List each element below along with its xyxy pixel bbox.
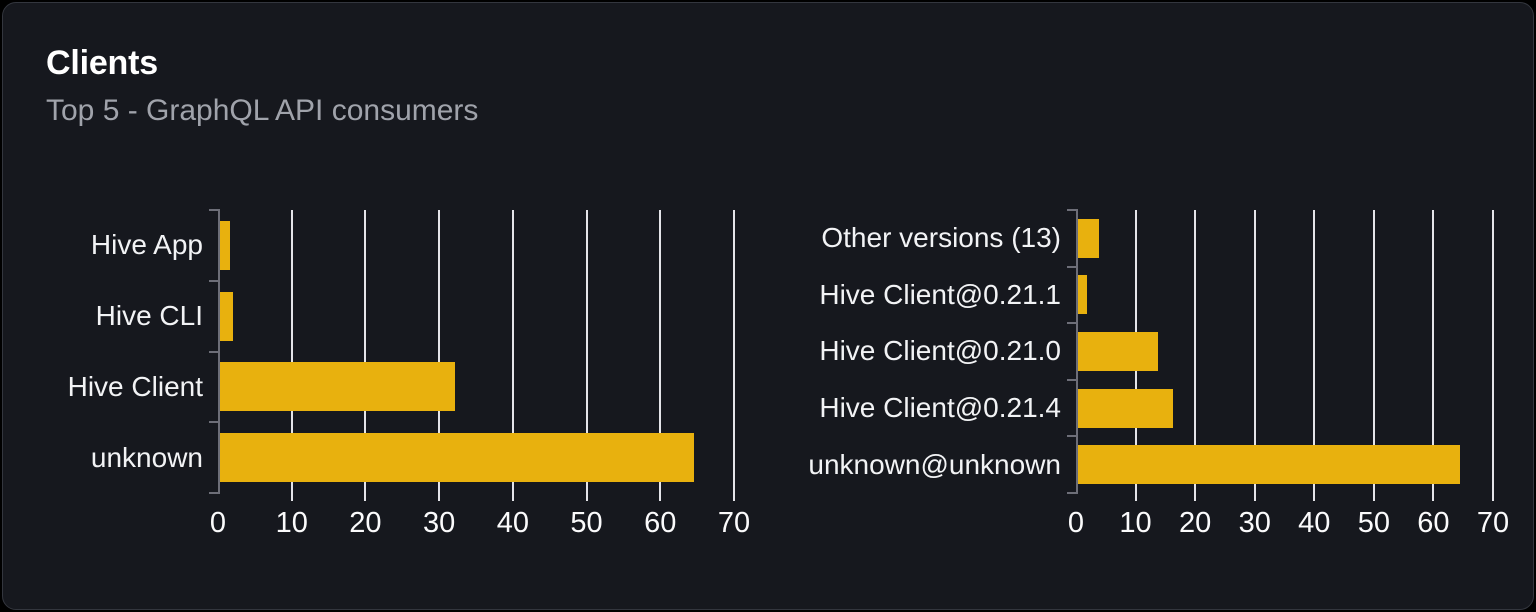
x-tick-label: 0 <box>1067 507 1085 539</box>
bar-row <box>1078 210 1493 267</box>
y-axis-tick <box>1067 265 1078 268</box>
bar-hive-client-0-21-0[interactable] <box>1078 331 1159 371</box>
x-axis-labels: 0 10 20 30 40 50 60 70 <box>210 507 750 543</box>
x-tick-label: 70 <box>1476 507 1510 539</box>
bar-row <box>220 422 734 493</box>
bar-row <box>1078 267 1493 324</box>
category-label: Hive CLI <box>95 300 203 332</box>
x-tick-label: 60 <box>644 507 677 539</box>
card-subtitle: Top 5 - GraphQL API consumers <box>46 93 479 127</box>
x-tick-label: 20 <box>349 507 382 539</box>
bar-unknown[interactable] <box>220 433 694 483</box>
x-axis-labels: 0 10 20 30 40 50 60 70 <box>1068 507 1509 543</box>
x-tick-label: 30 <box>423 507 456 539</box>
bar-row <box>1078 380 1493 437</box>
bar-row <box>1078 436 1493 493</box>
bar-hive-client-0-21-1[interactable] <box>1078 275 1087 315</box>
category-label: unknown@unknown <box>808 448 1061 480</box>
category-label: Other versions (13) <box>821 222 1061 254</box>
gridline <box>1253 210 1256 501</box>
x-tick-label: 60 <box>1417 507 1450 539</box>
y-axis-tick <box>1067 322 1078 325</box>
y-axis-tick <box>1067 435 1078 438</box>
gridline <box>585 210 588 501</box>
y-axis-tick <box>1067 492 1078 494</box>
gridline <box>290 210 293 501</box>
category-label: Hive Client@0.21.1 <box>819 278 1061 310</box>
card-title: Clients <box>46 44 158 82</box>
gridline <box>1372 210 1375 501</box>
bar-unknown-unknown[interactable] <box>1078 445 1461 485</box>
x-tick-label: 30 <box>1238 507 1271 539</box>
y-axis-tick <box>209 492 220 494</box>
bar-hive-app[interactable] <box>220 220 230 270</box>
y-axis-tick <box>209 279 220 282</box>
y-axis-labels: Hive App Hive CLI Hive Client unknown <box>46 210 203 493</box>
y-axis-labels: Other versions (13) Hive Client@0.21.1 Hiv… <box>808 210 1061 493</box>
gridline <box>1313 210 1316 501</box>
y-axis-line <box>1076 210 1078 493</box>
x-tick-label: 70 <box>717 507 751 539</box>
bar-hive-client-0-21-4[interactable] <box>1078 388 1173 428</box>
y-axis-tick <box>1067 378 1078 381</box>
category-label: Hive Client@0.21.0 <box>819 335 1061 367</box>
bar-row <box>1078 323 1493 380</box>
x-tick-label: 40 <box>1298 507 1331 539</box>
category-label: Hive Client@0.21.4 <box>819 392 1061 424</box>
bar-row <box>220 281 734 352</box>
bar-hive-client[interactable] <box>220 362 455 412</box>
gridline <box>511 210 514 501</box>
y-axis-tick <box>209 350 220 353</box>
category-label: Hive App <box>90 229 203 261</box>
x-tick-label: 20 <box>1179 507 1212 539</box>
x-tick-label: 10 <box>1119 507 1152 539</box>
gridline <box>1432 210 1435 501</box>
x-tick-label: 0 <box>209 507 227 539</box>
x-tick-label: 50 <box>570 507 603 539</box>
gridline <box>438 210 441 501</box>
gridline <box>364 210 367 501</box>
category-label: unknown <box>90 441 203 473</box>
plot-area <box>209 209 735 501</box>
plot-area <box>1067 209 1494 501</box>
y-axis-tick <box>209 209 220 211</box>
x-tick-label: 50 <box>1357 507 1390 539</box>
y-axis-tick <box>209 421 220 424</box>
gridline <box>733 210 735 501</box>
gridline <box>659 210 662 501</box>
x-tick-label: 40 <box>496 507 529 539</box>
y-axis-tick <box>1067 209 1078 211</box>
category-label: Hive Client <box>67 370 203 402</box>
x-tick-label: 10 <box>275 507 308 539</box>
bar-row <box>220 210 734 281</box>
gridline <box>1492 210 1494 501</box>
bar-other-versions-13-[interactable] <box>1078 218 1099 258</box>
bar-row <box>220 352 734 423</box>
bar-hive-cli[interactable] <box>220 291 234 341</box>
card-header: Clients Top 5 - GraphQL API consumers <box>46 43 478 129</box>
gridline <box>1194 210 1197 501</box>
